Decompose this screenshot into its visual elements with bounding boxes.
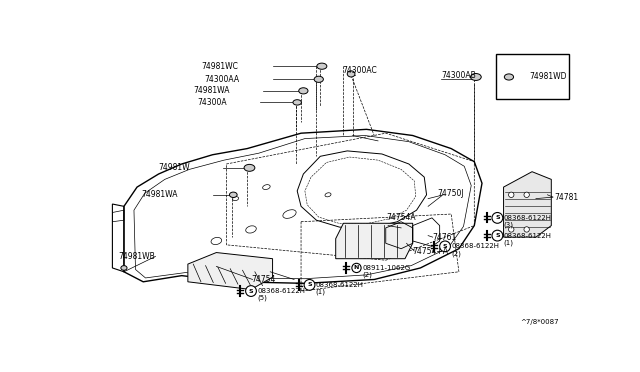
Text: S: S (249, 289, 253, 294)
Circle shape (524, 227, 529, 232)
Text: S: S (495, 233, 500, 238)
Ellipse shape (230, 192, 237, 198)
Polygon shape (188, 253, 273, 289)
Ellipse shape (317, 63, 327, 69)
Text: 74981WD: 74981WD (530, 73, 567, 81)
Text: (5): (5) (257, 295, 267, 301)
Text: (2): (2) (363, 272, 372, 278)
Text: 74781: 74781 (554, 193, 579, 202)
Circle shape (509, 227, 514, 232)
Text: 08368-6122H: 08368-6122H (504, 232, 552, 238)
Text: 74981WA: 74981WA (193, 86, 230, 95)
Text: 74761: 74761 (432, 232, 456, 242)
Circle shape (304, 279, 315, 290)
Polygon shape (336, 223, 413, 259)
Ellipse shape (299, 88, 308, 94)
Text: 74300AB: 74300AB (441, 71, 476, 80)
Circle shape (352, 263, 361, 273)
Ellipse shape (244, 164, 255, 171)
Text: N: N (354, 266, 359, 270)
Text: 08368-6122H: 08368-6122H (257, 288, 305, 294)
Text: (1): (1) (504, 239, 513, 246)
Ellipse shape (470, 74, 481, 80)
Text: (1): (1) (316, 289, 326, 295)
Text: 74300A: 74300A (197, 98, 227, 107)
Circle shape (524, 192, 529, 198)
Text: 74300AC: 74300AC (342, 65, 376, 74)
Ellipse shape (314, 76, 323, 82)
Circle shape (440, 241, 451, 252)
Text: 74981WB: 74981WB (118, 252, 156, 261)
Text: 74300AA: 74300AA (205, 75, 240, 84)
Polygon shape (504, 172, 551, 237)
Text: ^7/8*0087: ^7/8*0087 (520, 319, 559, 325)
Text: S: S (443, 244, 447, 249)
Text: 08368-6122H: 08368-6122H (504, 215, 552, 221)
Text: S: S (495, 215, 500, 220)
Circle shape (246, 286, 257, 296)
Text: 08368-6122H: 08368-6122H (316, 282, 364, 288)
Text: 74981WA: 74981WA (141, 190, 178, 199)
Text: 74750J: 74750J (437, 189, 464, 198)
Circle shape (492, 230, 503, 241)
Ellipse shape (504, 74, 513, 80)
Text: 08911-1062G: 08911-1062G (363, 265, 411, 271)
Ellipse shape (121, 266, 127, 270)
Text: 74754: 74754 (251, 275, 275, 284)
Text: 74754+A: 74754+A (413, 247, 449, 256)
Ellipse shape (348, 71, 355, 77)
Text: 74981WC: 74981WC (201, 62, 238, 71)
Text: (2): (2) (451, 250, 461, 257)
Text: (3): (3) (504, 222, 513, 228)
Circle shape (509, 192, 514, 198)
Text: S: S (307, 282, 312, 288)
Circle shape (492, 212, 503, 223)
Bar (496, 54, 569, 99)
Text: 08368-6122H: 08368-6122H (451, 243, 499, 249)
Text: 74981W: 74981W (159, 163, 190, 172)
Ellipse shape (293, 100, 301, 105)
Text: 74754A: 74754A (387, 214, 416, 222)
